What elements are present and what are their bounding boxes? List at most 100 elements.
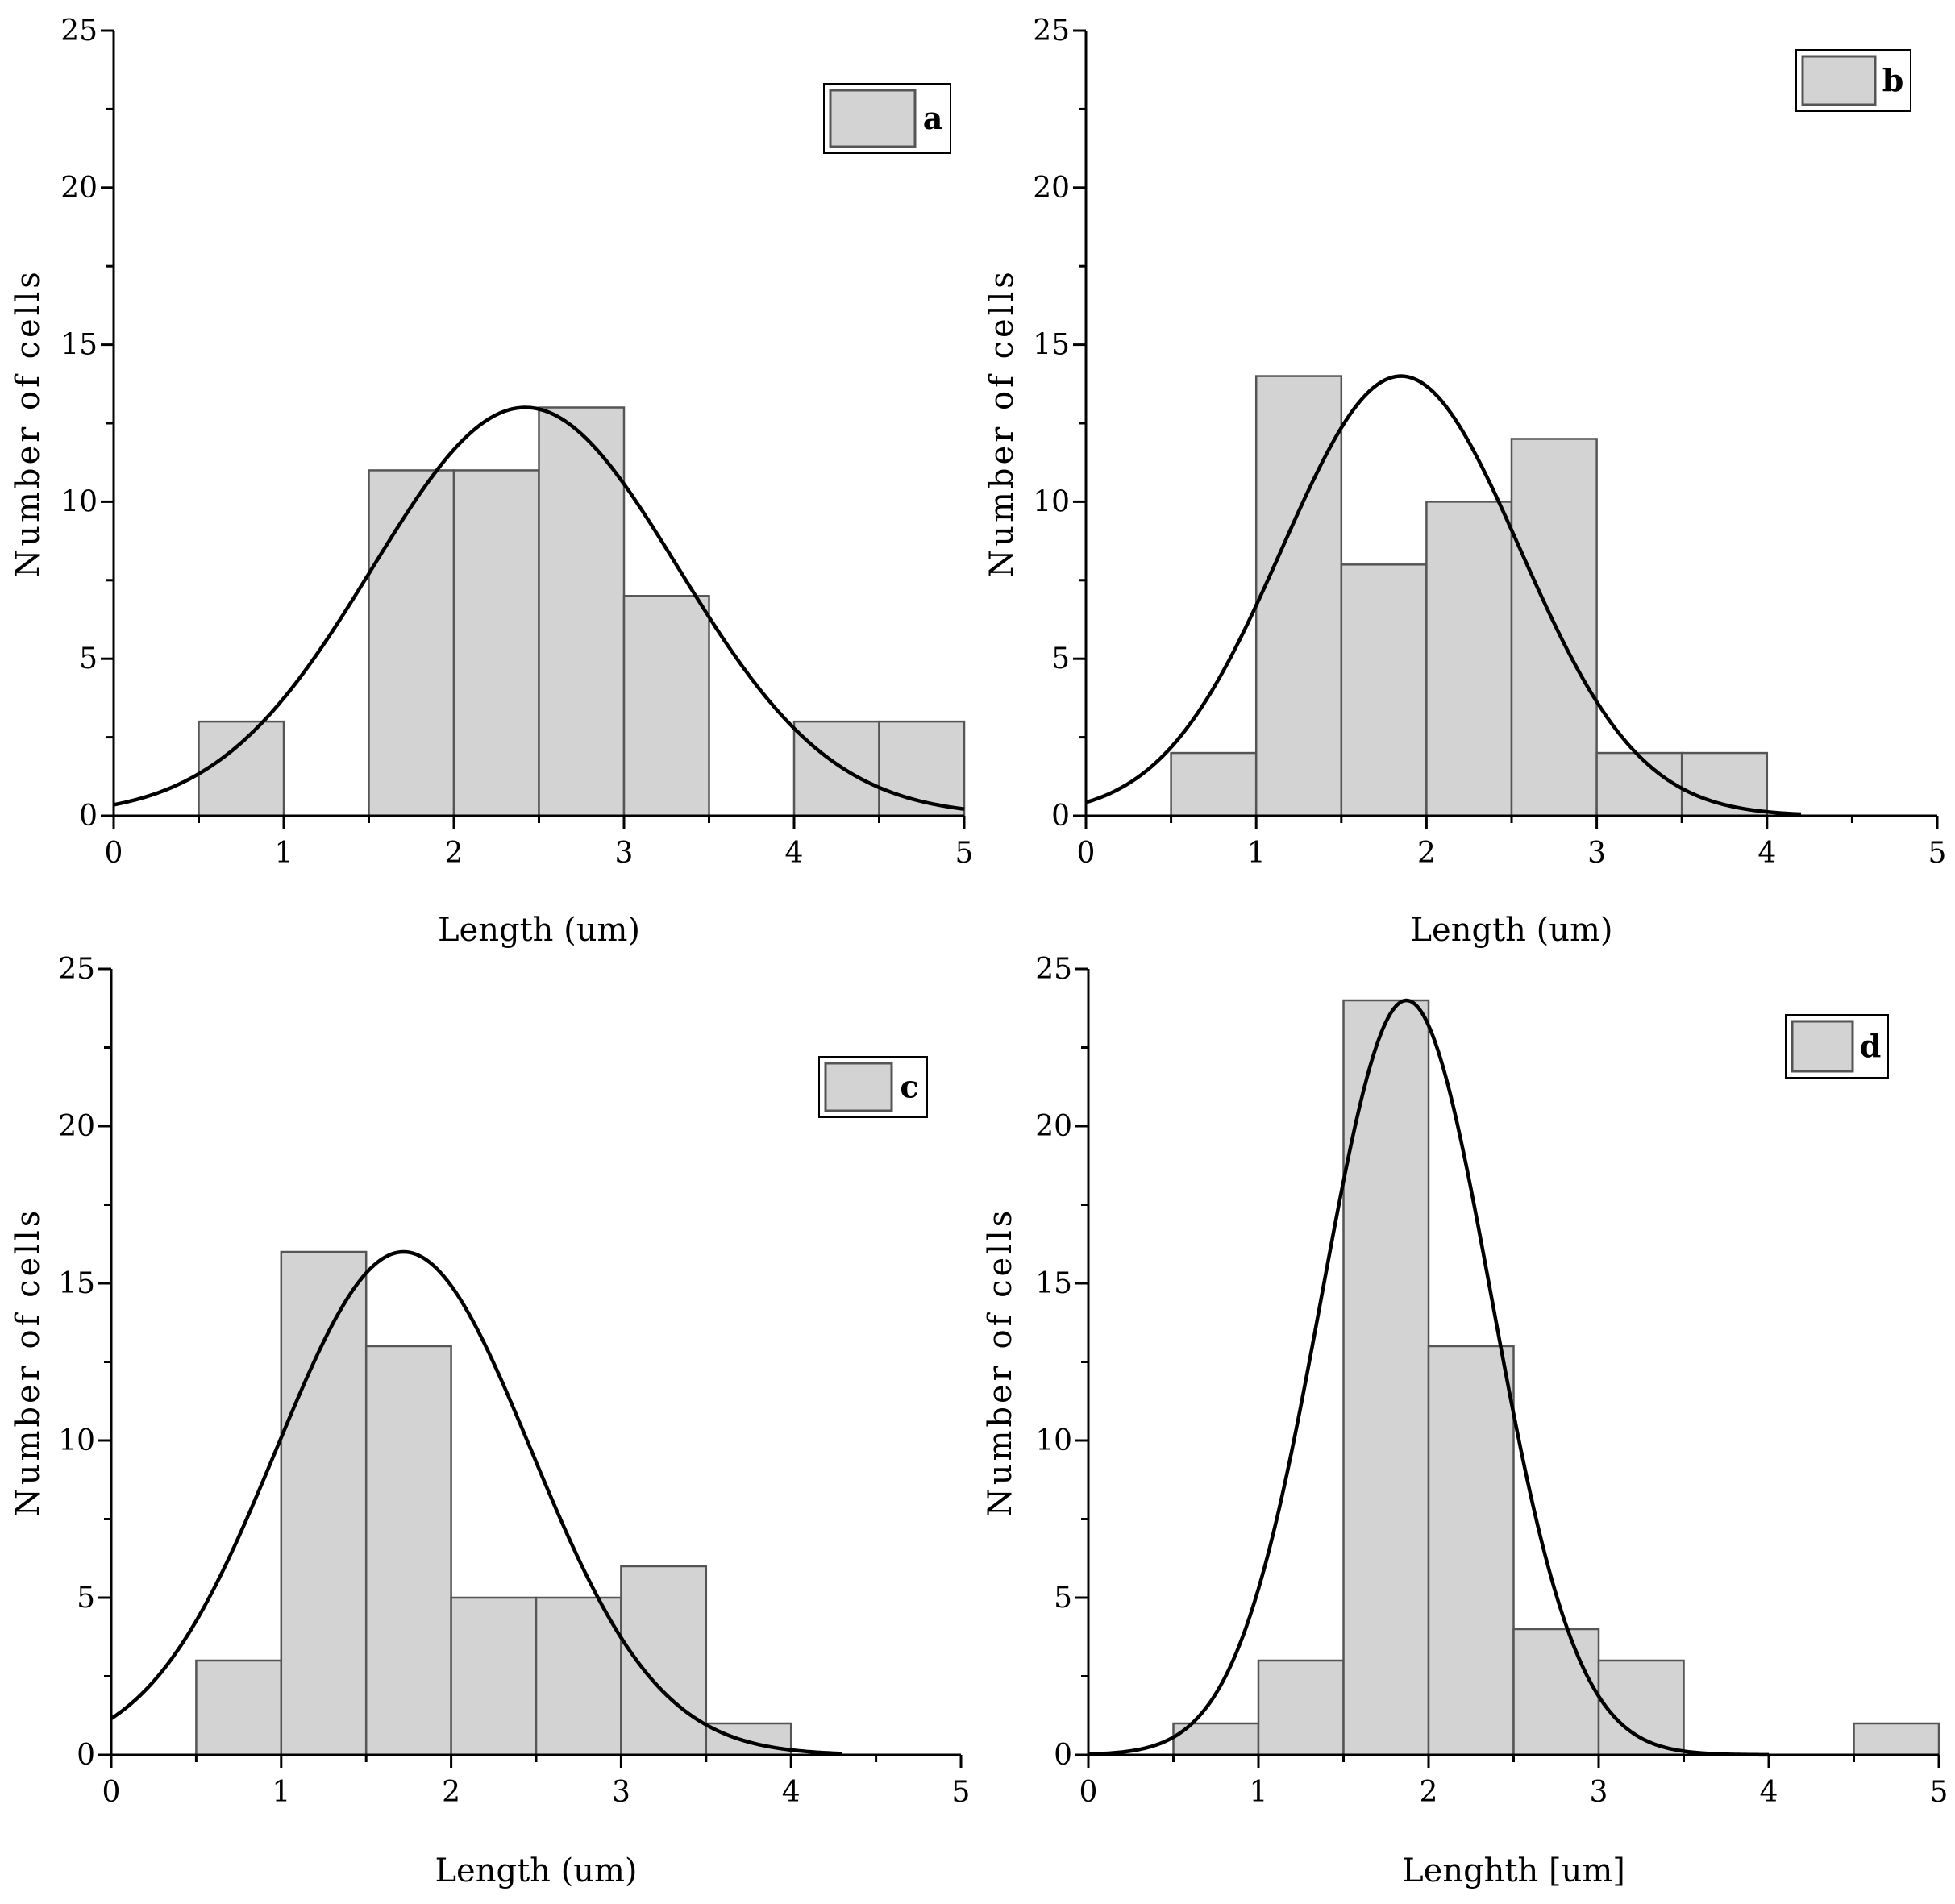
fit-curve xyxy=(1088,998,1770,1757)
legend-label: d xyxy=(1860,1028,1882,1064)
x-tick-label: 4 xyxy=(782,1776,801,1809)
histogram-bar xyxy=(195,1659,283,1756)
y-tick-label: 10 xyxy=(58,1424,95,1457)
y-tick-label: 5 xyxy=(1054,1582,1072,1615)
legend-label: c xyxy=(900,1069,918,1105)
x-tick-label: 5 xyxy=(955,837,974,870)
legend: d xyxy=(1785,1014,1889,1079)
x-tick-label: 4 xyxy=(1760,1776,1778,1809)
histogram-bar xyxy=(1512,1628,1600,1756)
y-axis-title: Number of cells xyxy=(10,1208,47,1517)
y-tick-label: 15 xyxy=(58,1267,95,1300)
histogram-bar xyxy=(368,469,455,817)
legend-label: b xyxy=(1882,62,1904,98)
histogram-bar xyxy=(1597,1659,1685,1756)
y-axis-title: Number of cells xyxy=(984,268,1021,578)
y-tick-label: 5 xyxy=(77,1582,95,1615)
y-tick-label: 20 xyxy=(1035,1110,1072,1143)
x-tick-label: 1 xyxy=(275,837,293,870)
chart-panel-a: 0 1 2 3 4 5 0 5 10 15 20 25 Length (um) Number of cel… xyxy=(10,15,973,949)
histogram-bar xyxy=(1254,375,1343,817)
fit-curve xyxy=(110,1249,842,1756)
legend: c xyxy=(818,1056,928,1118)
histogram-bar xyxy=(1340,563,1428,817)
y-tick-label: 15 xyxy=(1035,1267,1072,1300)
histogram-bar xyxy=(538,406,626,817)
x-axis-title: Length (um) xyxy=(438,912,640,949)
histogram-bar xyxy=(198,720,285,817)
y-tick-label: 25 xyxy=(60,15,98,48)
histogram-bar xyxy=(620,1565,708,1756)
x-tick-label: 2 xyxy=(445,837,464,870)
y-tick-label: 10 xyxy=(1035,1424,1072,1457)
y-tick-label: 0 xyxy=(77,1739,95,1772)
legend-swatch xyxy=(829,89,917,148)
y-tick-label: 5 xyxy=(79,642,98,676)
histogram-bar xyxy=(1342,999,1430,1756)
y-axis-title: Number of cells xyxy=(10,268,47,578)
y-tick-label: 20 xyxy=(60,172,98,205)
chart-panel-b: 0 1 2 3 4 5 0 5 10 15 20 25 Length (um) Number of cel… xyxy=(984,15,1946,949)
y-tick-label: 20 xyxy=(58,1110,95,1143)
histogram-bar xyxy=(364,1345,452,1756)
histogram-bar xyxy=(1170,751,1258,817)
x-tick-label: 5 xyxy=(1930,1776,1949,1809)
x-axis-title: Lenghth [um] xyxy=(1402,1852,1625,1889)
histogram-bar xyxy=(792,720,880,817)
x-tick-label: 1 xyxy=(1247,837,1266,870)
histogram-bar xyxy=(705,1722,792,1756)
x-tick-label: 1 xyxy=(272,1776,290,1809)
legend: b xyxy=(1795,49,1911,112)
fit-curve xyxy=(113,405,965,811)
legend-swatch xyxy=(1791,1020,1854,1073)
x-tick-label: 1 xyxy=(1250,1776,1268,1809)
x-tick-label: 2 xyxy=(1420,1776,1438,1809)
x-tick-label: 3 xyxy=(615,837,634,870)
legend-swatch xyxy=(1801,55,1877,106)
x-tick-label: 0 xyxy=(102,1776,121,1809)
fit-curve xyxy=(1085,374,1802,817)
x-tick-label: 0 xyxy=(1079,1776,1098,1809)
y-axis-title: Number of cells xyxy=(982,1208,1019,1517)
x-tick-label: 0 xyxy=(1077,837,1096,870)
legend-label: a xyxy=(923,100,943,136)
x-tick-label: 4 xyxy=(1757,837,1776,870)
histogram-bar xyxy=(280,1250,368,1756)
histogram-bar xyxy=(452,469,540,817)
y-tick-label: 10 xyxy=(1033,485,1070,518)
y-tick-label: 0 xyxy=(79,800,98,833)
y-tick-label: 25 xyxy=(1033,15,1070,48)
histogram-bar xyxy=(1595,751,1683,817)
x-tick-label: 3 xyxy=(1590,1776,1608,1809)
x-tick-label: 5 xyxy=(1928,837,1947,870)
histogram-bar xyxy=(1257,1659,1345,1756)
x-tick-label: 3 xyxy=(612,1776,630,1809)
y-tick-label: 0 xyxy=(1051,800,1070,833)
x-tick-label: 3 xyxy=(1587,837,1606,870)
x-axis-title: Length (um) xyxy=(435,1852,637,1889)
x-tick-label: 5 xyxy=(952,1776,971,1809)
y-tick-label: 10 xyxy=(60,485,98,518)
y-tick-label: 5 xyxy=(1051,642,1070,676)
y-tick-label: 20 xyxy=(1033,172,1070,205)
chart-panel-c: 0 1 2 3 4 5 0 5 10 15 20 25 Length (um) Number of cel… xyxy=(10,953,970,1889)
histogram-bar xyxy=(1425,501,1513,817)
x-tick-label: 2 xyxy=(1417,837,1436,870)
y-tick-label: 0 xyxy=(1054,1739,1072,1772)
legend-swatch xyxy=(824,1062,893,1112)
x-tick-label: 2 xyxy=(442,1776,460,1809)
y-tick-label: 25 xyxy=(58,953,95,986)
histogram-bar xyxy=(450,1596,538,1756)
histogram-bar xyxy=(1427,1345,1515,1756)
x-axis-title: Length (um) xyxy=(1410,912,1612,949)
chart-panel-d: 0 1 2 3 4 5 0 5 10 15 20 25 Lenghth [um] Number of ce… xyxy=(982,953,1948,1889)
legend: a xyxy=(823,83,951,154)
x-tick-label: 0 xyxy=(105,837,123,870)
histogram-bar xyxy=(535,1596,622,1756)
histogram-bar xyxy=(1853,1722,1940,1756)
y-tick-label: 15 xyxy=(1033,329,1070,362)
y-tick-label: 15 xyxy=(60,329,98,362)
x-tick-label: 4 xyxy=(785,837,804,870)
y-tick-label: 25 xyxy=(1035,953,1072,986)
